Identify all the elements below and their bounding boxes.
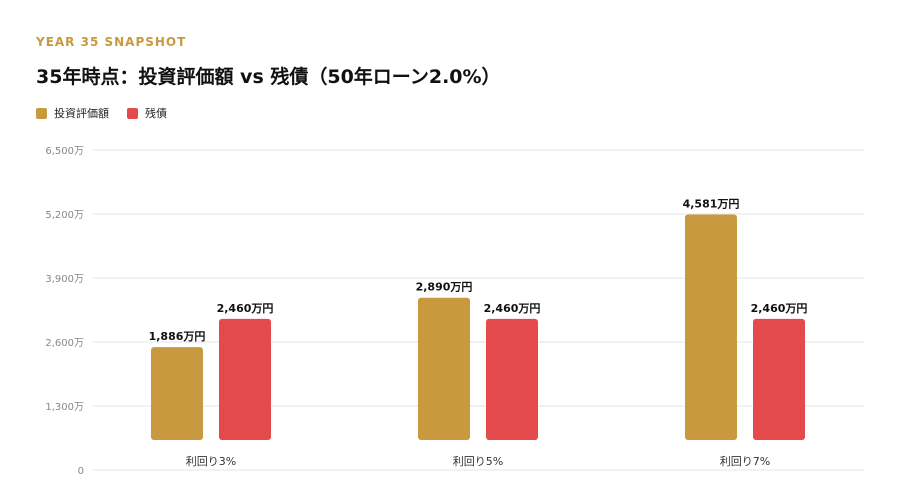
legend-item-investment: 投資評価額 — [36, 105, 109, 121]
y-tick-label: 6,500万 — [45, 146, 84, 157]
y-tick-label: 0 — [78, 466, 84, 477]
data-label-debt: 2,460万円 — [217, 302, 274, 315]
x-tick-label: 利回り3% — [186, 455, 236, 468]
x-tick-label: 利回り5% — [453, 455, 503, 468]
data-label-investment: 2,890万円 — [416, 281, 473, 294]
chart-eyebrow: YEAR 35 SNAPSHOT — [36, 35, 187, 49]
data-label-debt: 2,460万円 — [751, 302, 808, 315]
bar-debt — [219, 318, 271, 440]
bar-investment — [151, 347, 203, 440]
bar-debt — [753, 318, 805, 440]
y-tick-label: 3,900万 — [45, 274, 84, 285]
y-tick-label: 1,300万 — [45, 402, 84, 413]
data-label-debt: 2,460万円 — [484, 302, 541, 315]
legend-swatch-debt — [127, 107, 138, 119]
x-tick-label: 利回り7% — [720, 455, 770, 468]
y-tick-label: 5,200万 — [45, 210, 84, 221]
bar-debt — [486, 318, 538, 440]
chart-legend: 投資評価額 残債 — [36, 105, 185, 121]
bar-investment — [685, 214, 737, 440]
legend-label-investment: 投資評価額 — [54, 107, 109, 120]
data-label-investment: 1,886万円 — [149, 330, 206, 343]
data-label-investment: 4,581万円 — [683, 197, 740, 210]
legend-label-debt: 残債 — [145, 107, 167, 120]
legend-item-debt: 残債 — [127, 105, 167, 121]
bar-investment — [418, 297, 470, 440]
legend-swatch-investment — [36, 107, 47, 119]
y-tick-label: 2,600万 — [45, 338, 84, 349]
chart-title: 35年時点：投資評価額 vs 残債（50年ローン2.0%） — [36, 66, 501, 88]
